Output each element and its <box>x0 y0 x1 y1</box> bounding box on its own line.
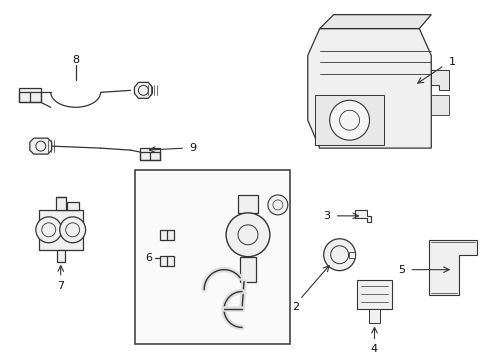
Bar <box>238 195 258 213</box>
Circle shape <box>329 100 369 140</box>
Polygon shape <box>319 15 430 28</box>
Bar <box>19 88 41 102</box>
Bar <box>160 256 174 266</box>
Bar <box>57 250 64 262</box>
Polygon shape <box>354 210 370 222</box>
Polygon shape <box>30 138 52 154</box>
Text: 1: 1 <box>448 58 455 67</box>
Text: 4: 4 <box>370 345 377 354</box>
Text: 7: 7 <box>57 280 64 291</box>
Bar <box>368 310 380 323</box>
Text: 6: 6 <box>144 253 152 263</box>
Bar <box>240 257 255 282</box>
Polygon shape <box>307 28 430 148</box>
Bar <box>314 95 384 145</box>
Bar <box>56 197 65 210</box>
Polygon shape <box>430 71 448 90</box>
Circle shape <box>323 239 355 271</box>
Bar <box>66 202 79 210</box>
Circle shape <box>225 213 269 257</box>
Bar <box>356 280 392 310</box>
Bar <box>430 95 448 115</box>
Polygon shape <box>428 240 476 294</box>
Bar <box>39 210 82 250</box>
Bar <box>140 148 160 160</box>
Bar <box>135 170 289 345</box>
Text: 5: 5 <box>397 265 404 275</box>
Text: 9: 9 <box>189 143 196 153</box>
Bar <box>348 252 354 258</box>
Circle shape <box>36 217 61 243</box>
Circle shape <box>60 217 85 243</box>
Bar <box>160 230 174 240</box>
Circle shape <box>267 195 287 215</box>
Polygon shape <box>134 82 152 98</box>
Text: 3: 3 <box>323 211 329 221</box>
Text: 8: 8 <box>72 55 79 66</box>
Text: 2: 2 <box>292 302 299 311</box>
